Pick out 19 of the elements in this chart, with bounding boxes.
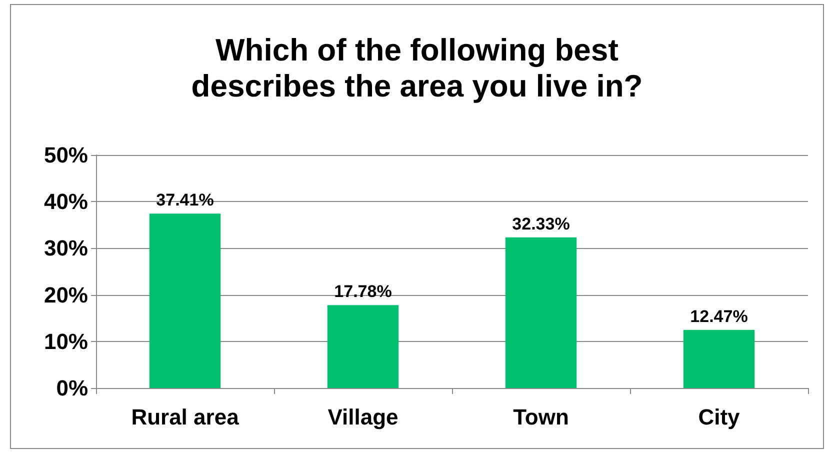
data-label: 32.33%	[512, 214, 570, 234]
x-tick-label: Town	[513, 404, 569, 430]
bar	[149, 214, 221, 388]
x-tick-label: Rural area	[131, 404, 240, 430]
bar	[505, 237, 577, 388]
data-label: 17.78%	[334, 282, 392, 302]
y-tick-label: 0%	[56, 376, 88, 400]
data-label: 12.47%	[690, 306, 748, 326]
bar	[327, 305, 399, 388]
y-tick-label: 40%	[44, 189, 88, 214]
y-tick-label: 20%	[44, 282, 88, 308]
y-tick-label: 50%	[44, 142, 88, 168]
y-tick-label: 10%	[44, 328, 88, 354]
y-tick-label: 30%	[44, 236, 88, 261]
data-label: 37.41%	[156, 190, 214, 210]
chart-title: Which of the following best describes the area you live in?	[191, 32, 643, 104]
bar	[683, 330, 755, 388]
x-tick-label: Village	[328, 404, 398, 430]
x-tick-label: City	[698, 404, 741, 430]
